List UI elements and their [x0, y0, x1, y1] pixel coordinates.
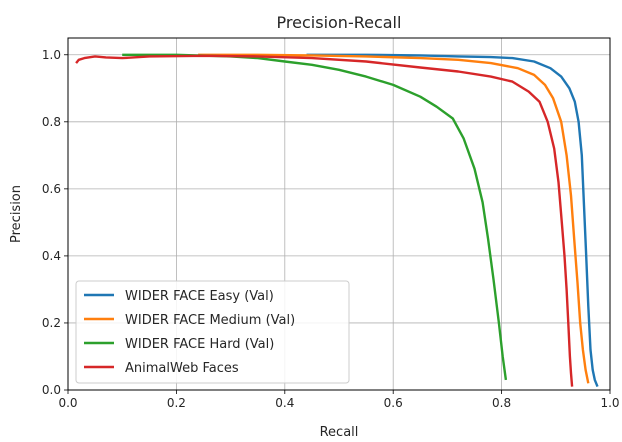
series-line-2	[122, 53, 508, 381]
x-tick-label: 1.0	[600, 396, 619, 410]
series-line-3	[75, 54, 574, 387]
legend-box	[75, 280, 350, 384]
legend-label: WIDER FACE Medium (Val)	[125, 313, 295, 328]
x-tick-label: 0.4	[275, 396, 294, 410]
x-tick-label: 0.8	[492, 396, 511, 410]
legend-label: WIDER FACE Hard (Val)	[125, 337, 274, 352]
plot-frame	[67, 37, 611, 391]
legend-label: AnimalWeb Faces	[125, 361, 239, 376]
legend: WIDER FACE Easy (Val) WIDER FACE Medium (…	[75, 280, 350, 384]
y-tick-label: 0.6	[42, 182, 61, 196]
x-tick-label: 0.0	[58, 396, 77, 410]
y-axis-ticks: 0.0 0.2 0.4 0.6 0.8 1.0	[42, 48, 68, 397]
legend-label: WIDER FACE Easy (Val)	[125, 289, 274, 304]
y-tick-label: 0.4	[42, 249, 61, 263]
y-tick-label: 0.0	[42, 383, 61, 397]
chart-title: Precision-Recall	[277, 13, 402, 32]
x-tick-label: 0.2	[167, 396, 186, 410]
x-axis-title: Recall	[320, 425, 359, 440]
y-tick-label: 0.2	[42, 316, 61, 330]
y-tick-label: 0.8	[42, 115, 61, 129]
y-axis-title: Precision	[9, 185, 24, 243]
x-axis-ticks: 0.0 0.2 0.4 0.6 0.8 1.0	[58, 390, 620, 410]
x-tick-label: 0.6	[384, 396, 403, 410]
series-lines	[75, 53, 599, 388]
y-tick-label: 1.0	[42, 48, 61, 62]
series-line-0	[306, 53, 599, 388]
series-line-1	[198, 53, 590, 384]
